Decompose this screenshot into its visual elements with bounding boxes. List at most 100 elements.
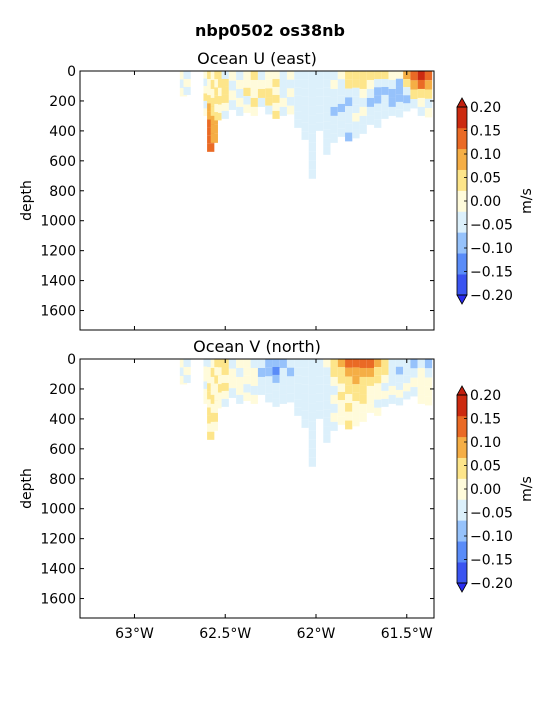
data-cell xyxy=(366,79,375,89)
data-cell xyxy=(210,133,218,143)
data-cell xyxy=(272,102,280,111)
data-cell xyxy=(323,359,331,368)
data-cell xyxy=(352,359,360,368)
data-cell xyxy=(381,374,389,383)
colorbar-swatch xyxy=(457,562,467,584)
y-tick-label: 1400 xyxy=(40,274,76,290)
data-cell xyxy=(301,359,309,368)
data-cell xyxy=(330,88,338,98)
data-cell xyxy=(366,376,375,386)
data-cell xyxy=(221,366,229,375)
data-profile xyxy=(265,71,273,115)
data-cell xyxy=(257,71,266,80)
data-cell xyxy=(345,411,353,421)
data-profile xyxy=(294,71,302,128)
data-cell xyxy=(286,359,295,368)
data-profile xyxy=(345,359,353,430)
colorbar-swatch xyxy=(457,253,467,275)
data-cell xyxy=(374,375,382,384)
data-cell xyxy=(330,385,338,395)
data-cell xyxy=(236,367,244,377)
colorbar-tick-label: 0.15 xyxy=(470,124,501,140)
data-cell xyxy=(337,359,346,368)
data-profile xyxy=(308,359,316,467)
panel-title: Ocean U (east) xyxy=(197,49,317,68)
data-cell xyxy=(250,376,258,386)
data-cell xyxy=(403,375,411,384)
data-profile xyxy=(374,359,382,416)
data-cell xyxy=(250,367,258,377)
data-cell xyxy=(207,383,215,392)
data-cell xyxy=(272,366,280,375)
data-cell xyxy=(337,112,346,121)
data-profile xyxy=(265,359,273,403)
data-cell xyxy=(294,367,302,376)
colorbar-tick-label: −0.10 xyxy=(470,529,513,545)
data-cell xyxy=(210,421,218,431)
data-cell xyxy=(214,112,222,121)
data-cell xyxy=(388,394,396,404)
data-profile xyxy=(337,71,346,137)
data-cell xyxy=(323,384,331,393)
data-cell xyxy=(359,412,367,422)
data-cell xyxy=(352,367,360,376)
data-cell xyxy=(323,367,331,376)
data-cell xyxy=(388,359,396,368)
data-cell xyxy=(388,367,396,377)
data-cell xyxy=(388,385,396,395)
colorbar-tick-label: −0.20 xyxy=(470,576,513,592)
x-tick-label: 61.5°W xyxy=(381,626,433,642)
data-profile xyxy=(323,71,331,155)
data-cell xyxy=(221,86,229,95)
colorbar-swatch xyxy=(457,395,467,417)
data-cell xyxy=(352,79,360,88)
data-cell xyxy=(301,393,309,403)
data-cell xyxy=(352,121,360,130)
data-cell xyxy=(417,367,425,377)
data-profile xyxy=(424,71,433,118)
data-cell xyxy=(337,95,346,104)
data-cell xyxy=(316,122,324,131)
data-profile xyxy=(381,71,389,119)
data-cell xyxy=(308,457,316,467)
data-cell xyxy=(352,129,360,139)
data-cells xyxy=(179,359,433,467)
data-cell xyxy=(207,95,215,104)
data-cell xyxy=(345,132,353,142)
data-cell xyxy=(228,80,237,91)
data-cell xyxy=(250,394,258,404)
data-cell xyxy=(395,109,404,118)
data-cell xyxy=(417,385,425,395)
data-cell xyxy=(330,106,338,116)
data-profile xyxy=(207,359,215,440)
data-cell xyxy=(236,106,244,116)
colorbar-tick-label: 0.15 xyxy=(470,412,501,428)
data-cell xyxy=(308,142,316,152)
data-cell xyxy=(359,115,367,125)
data-cell xyxy=(308,133,316,143)
data-cell xyxy=(203,93,211,101)
colorbar-swatch xyxy=(457,478,467,500)
data-cell xyxy=(352,96,360,105)
data-cell xyxy=(308,97,316,107)
data-cell xyxy=(316,367,324,377)
data-cell xyxy=(207,367,215,376)
data-cell xyxy=(337,391,346,401)
data-cell xyxy=(272,374,280,383)
data-cell xyxy=(323,409,331,418)
data-cell xyxy=(183,71,191,79)
data-cell xyxy=(316,113,324,123)
y-tick-label: 800 xyxy=(49,184,76,200)
data-cell xyxy=(424,89,433,99)
data-cell xyxy=(345,420,353,430)
data-profile xyxy=(207,71,215,152)
data-cell xyxy=(301,79,309,89)
data-cell xyxy=(345,376,353,386)
data-cell xyxy=(308,160,316,170)
data-cell xyxy=(366,403,375,413)
data-cell xyxy=(308,376,316,386)
data-cell xyxy=(323,121,331,130)
data-profile xyxy=(301,359,309,428)
data-cell xyxy=(203,396,211,404)
data-cell xyxy=(272,390,280,399)
